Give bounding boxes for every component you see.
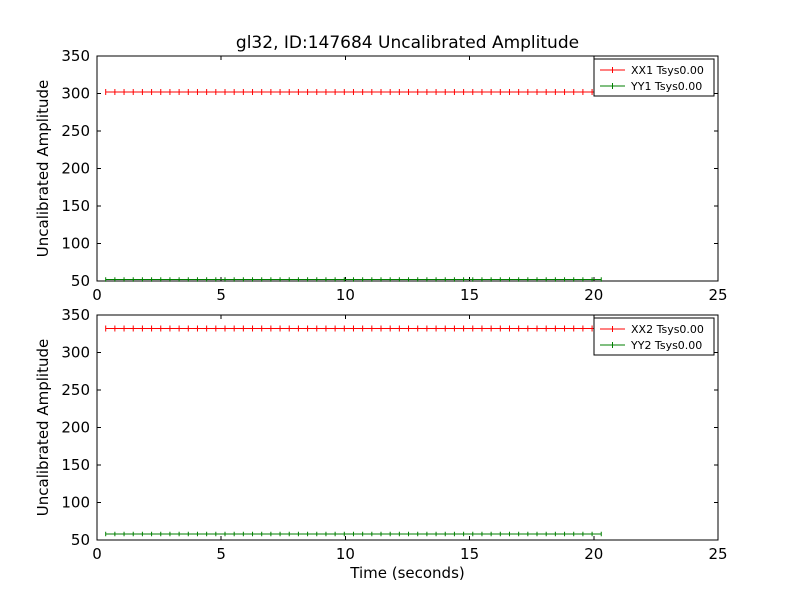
svg-text:50: 50 xyxy=(71,531,90,549)
svg-text:300: 300 xyxy=(61,344,90,362)
svg-text:100: 100 xyxy=(61,235,90,253)
svg-text:10: 10 xyxy=(336,545,355,563)
svg-text:XX1 Tsys0.00: XX1 Tsys0.00 xyxy=(631,64,704,77)
svg-text:25: 25 xyxy=(708,286,727,304)
svg-text:25: 25 xyxy=(708,545,727,563)
figure-title: gl32, ID:147684 Uncalibrated Amplitude xyxy=(235,33,580,53)
y-axis-label: Uncalibrated Amplitude xyxy=(34,339,52,516)
svg-text:0: 0 xyxy=(92,286,102,304)
svg-text:200: 200 xyxy=(61,419,90,437)
svg-text:150: 150 xyxy=(61,197,90,215)
subplot-top: 0 5 10 15 20 25 50 100 150 200 250 300 350 Uncalibrat… xyxy=(34,47,728,304)
series-xx2 xyxy=(105,325,602,332)
svg-text:250: 250 xyxy=(61,381,90,399)
series-yy2 xyxy=(105,531,602,537)
series-yy1 xyxy=(105,277,602,282)
series-xx1 xyxy=(105,89,602,95)
svg-text:YY1 Tsys0.00: YY1 Tsys0.00 xyxy=(630,80,702,93)
legend: XX1 Tsys0.00 YY1 Tsys0.00 xyxy=(593,58,715,97)
svg-text:20: 20 xyxy=(584,286,603,304)
svg-text:YY2 Tsys0.00: YY2 Tsys0.00 xyxy=(630,339,702,352)
legend: XX2 Tsys0.00 YY2 Tsys0.00 xyxy=(593,317,715,356)
svg-text:15: 15 xyxy=(460,545,479,563)
y-axis-label: Uncalibrated Amplitude xyxy=(34,80,52,257)
svg-text:300: 300 xyxy=(61,85,90,103)
svg-text:10: 10 xyxy=(336,286,355,304)
svg-text:Time (seconds): Time (seconds) xyxy=(349,564,465,582)
svg-text:150: 150 xyxy=(61,456,90,474)
svg-text:350: 350 xyxy=(61,47,90,65)
svg-text:5: 5 xyxy=(216,286,226,304)
svg-text:5: 5 xyxy=(216,545,226,563)
svg-text:XX2 Tsys0.00: XX2 Tsys0.00 xyxy=(631,323,704,336)
svg-text:200: 200 xyxy=(61,160,90,178)
svg-text:350: 350 xyxy=(61,306,90,324)
svg-text:250: 250 xyxy=(61,122,90,140)
svg-text:100: 100 xyxy=(61,494,90,512)
svg-text:50: 50 xyxy=(71,272,90,290)
subplot-bottom: 0 5 10 15 20 25 50 100 150 200 250 300 350 Time (seco… xyxy=(34,306,728,582)
svg-text:15: 15 xyxy=(460,286,479,304)
svg-text:0: 0 xyxy=(92,545,102,563)
svg-text:20: 20 xyxy=(584,545,603,563)
